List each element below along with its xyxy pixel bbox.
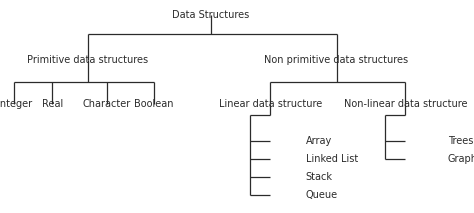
Text: Real: Real — [42, 99, 63, 109]
Text: Primitive data structures: Primitive data structures — [27, 55, 148, 65]
Text: Integer: Integer — [0, 99, 32, 109]
Text: Non primitive data structures: Non primitive data structures — [264, 55, 409, 65]
Text: Linked List: Linked List — [306, 154, 358, 164]
Text: Trees: Trees — [448, 136, 474, 145]
Text: Array: Array — [306, 136, 332, 145]
Text: Graphs: Graphs — [448, 154, 474, 164]
Text: Linear data structure: Linear data structure — [219, 99, 322, 109]
Text: Non-linear data structure: Non-linear data structure — [344, 99, 467, 109]
Text: Queue: Queue — [306, 190, 338, 200]
Text: Stack: Stack — [306, 172, 333, 182]
Text: Boolean: Boolean — [134, 99, 174, 109]
Text: Data Structures: Data Structures — [173, 10, 249, 20]
Text: Character: Character — [82, 99, 131, 109]
